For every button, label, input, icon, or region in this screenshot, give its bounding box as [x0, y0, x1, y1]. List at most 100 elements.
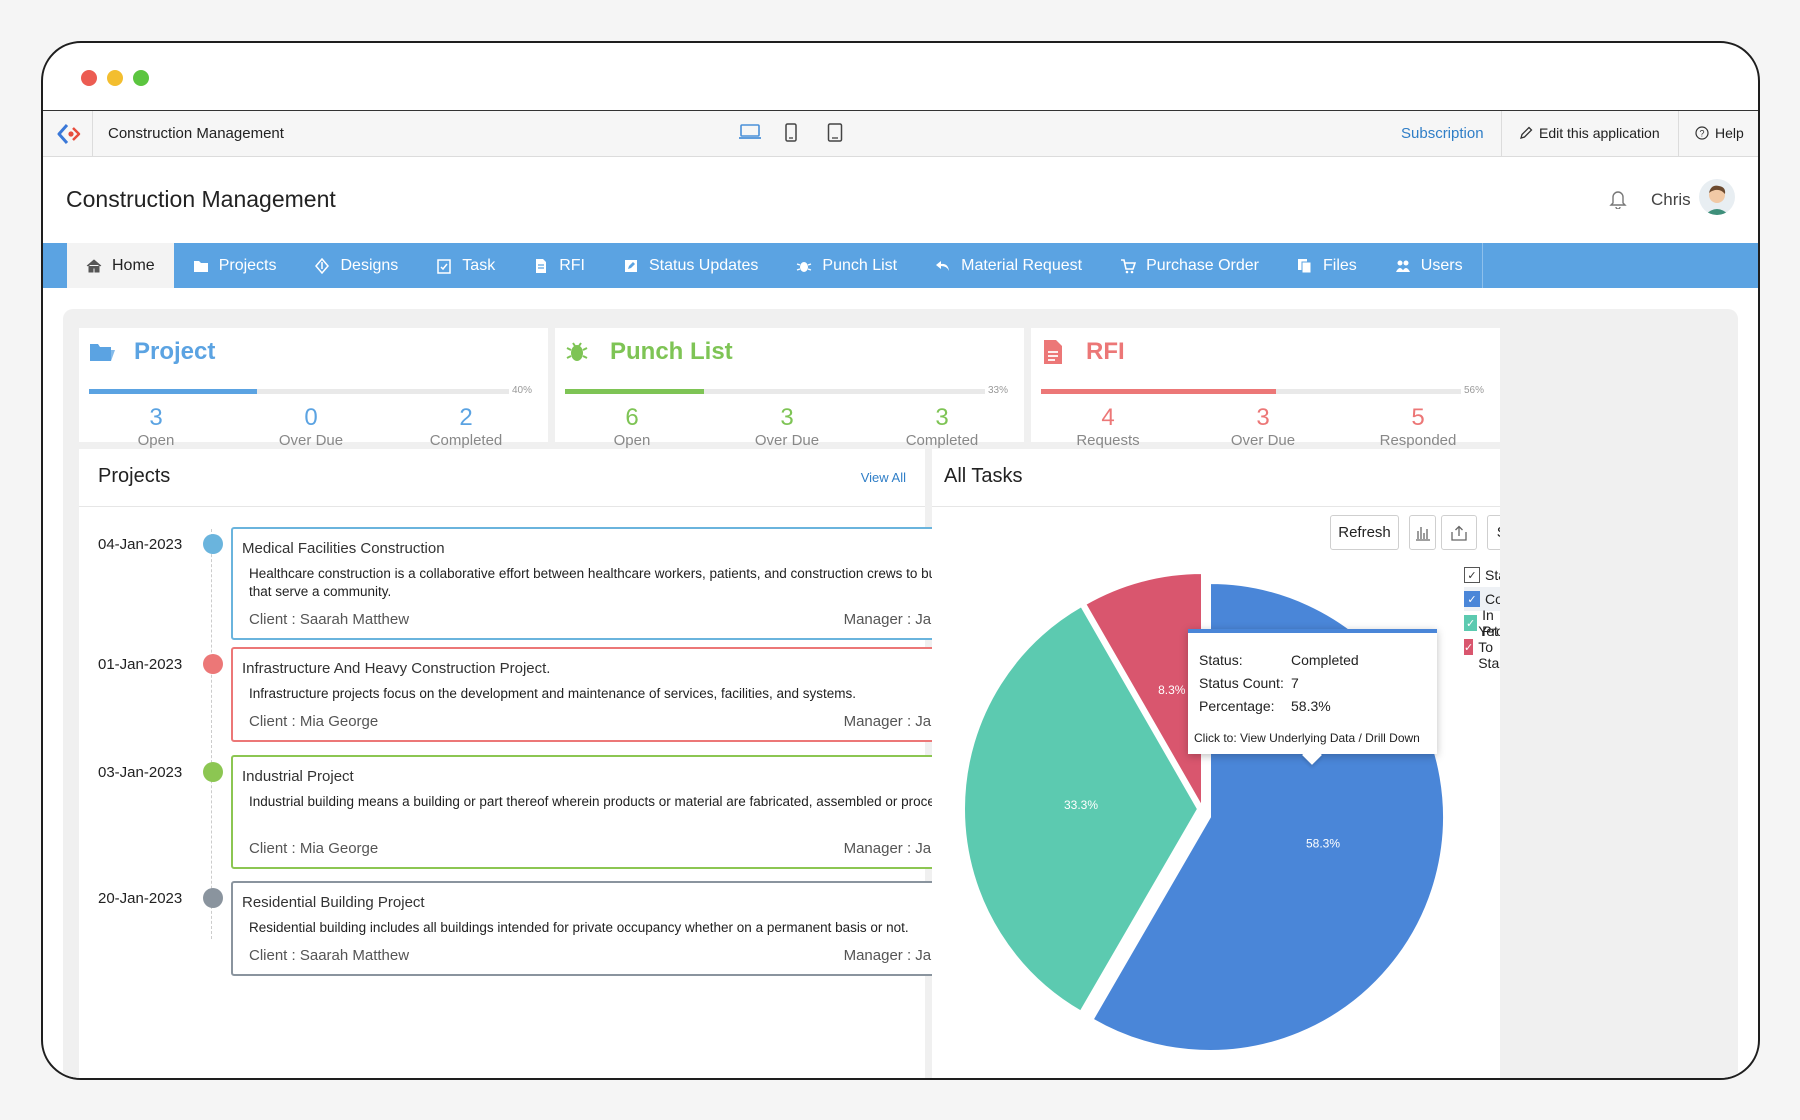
desktop-view-icon[interactable] — [738, 123, 762, 141]
project-title: Infrastructure And Heavy Construction Pr… — [242, 660, 551, 677]
nav-item-status-updates[interactable]: Status Updates — [604, 243, 777, 288]
stat-label: Open — [613, 432, 651, 449]
help-button[interactable]: ? Help — [1695, 125, 1744, 141]
stat-card-rfi[interactable]: RFI 56% 4 Requests 3 Over Due 5 Responded — [1031, 328, 1500, 449]
files-icon — [1298, 258, 1312, 273]
nav-item-home[interactable]: Home — [67, 243, 174, 288]
project-card[interactable]: Residential Building Project Residential … — [231, 881, 1019, 976]
tooltip-status-value: Completed — [1291, 652, 1359, 668]
progress-bar — [1041, 389, 1461, 394]
pie-slice-yet-to-start[interactable] — [1083, 571, 1203, 811]
nav-item-designs[interactable]: Designs — [295, 243, 417, 288]
stat-metric[interactable]: 4 Requests — [1033, 404, 1183, 450]
stat-title: Project — [134, 338, 216, 365]
projects-panel: Projects View All 04-Jan-2023 Medical Fac… — [79, 449, 1019, 1078]
legend-item-completed[interactable]: ✓ Completed — [1464, 587, 1500, 611]
nav-item-label: RFI — [559, 256, 585, 274]
chart-type-button[interactable] — [1409, 515, 1436, 550]
tooltip-percentage-label: Percentage: — [1199, 698, 1275, 714]
pie-slice-label: 8.3% — [1158, 683, 1186, 697]
nav-item-purchase-order[interactable]: Purchase Order — [1101, 243, 1278, 288]
legend-item-yet-to-start[interactable]: ✓Yet To Start — [1464, 623, 1500, 671]
stat-value: 3 — [780, 404, 794, 431]
edit-application-button[interactable]: Edit this application — [1519, 125, 1660, 141]
nav-item-label: Users — [1420, 256, 1463, 274]
nav-item-users[interactable]: Users — [1376, 243, 1482, 288]
stat-card-header: Project — [89, 338, 215, 366]
maximize-window-button[interactable] — [133, 70, 149, 86]
refresh-button[interactable]: Refresh — [1330, 515, 1399, 550]
stat-title: RFI — [1086, 338, 1125, 365]
projects-panel-title: Projects — [98, 465, 171, 487]
tooltip-hint: Click to: View Underlying Data / Drill D… — [1194, 731, 1420, 745]
subscription-link[interactable]: Subscription — [1401, 125, 1484, 142]
tooltip-count-label: Status Count: — [1199, 675, 1284, 691]
nav-item-label: Punch List — [822, 256, 898, 274]
nav-item-label: Status Updates — [648, 256, 759, 274]
sort-button[interactable]: Sort — [1487, 515, 1500, 550]
nav-item-rfi[interactable]: RFI — [514, 243, 604, 288]
progress-fill — [89, 389, 257, 394]
pie-slice-in-progress[interactable] — [963, 604, 1200, 1013]
project-date: 01-Jan-2023 — [98, 656, 183, 673]
tasks-panel-title: All Tasks — [944, 465, 1023, 487]
nav-item-task[interactable]: Task — [417, 243, 514, 288]
edit-application-label: Edit this application — [1539, 125, 1660, 141]
close-window-button[interactable] — [81, 70, 97, 86]
stat-label: Over Due — [1230, 432, 1296, 449]
stat-metric[interactable]: 2 Completed — [391, 406, 541, 450]
stat-metric[interactable]: 6 Open — [557, 406, 707, 450]
stat-card-project[interactable]: Project 40% 3 Open 0 Over Due 2 Completed — [79, 328, 548, 449]
export-button[interactable] — [1441, 515, 1477, 550]
page-title: Construction Management — [66, 186, 336, 212]
stat-metric[interactable]: 3 Over Due — [1188, 406, 1338, 450]
stat-metric[interactable]: 3 Open — [81, 406, 231, 450]
nav-item-material-request[interactable]: Material Request — [916, 243, 1101, 288]
bell-icon[interactable] — [1609, 189, 1627, 209]
progress-bar — [565, 389, 985, 394]
project-card[interactable]: Medical Facilities Construction Healthcar… — [231, 527, 1019, 640]
stat-metric[interactable]: 3 Over Due — [712, 404, 862, 450]
nav-item-label: Projects — [218, 256, 277, 274]
stat-metric[interactable]: 0 Over Due — [236, 406, 386, 450]
nav-item-projects[interactable]: Projects — [174, 243, 296, 288]
app-logo-icon[interactable] — [57, 122, 83, 146]
stat-value: 4 — [1101, 404, 1115, 431]
home-icon — [86, 258, 102, 272]
stat-metric[interactable]: 3 Completed — [867, 404, 1017, 450]
checkbox-icon: ✓ — [1464, 639, 1474, 655]
nav-item-punch-list[interactable]: Punch List — [777, 243, 916, 288]
user-name[interactable]: Chris — [1651, 190, 1691, 209]
folder-icon — [90, 344, 115, 361]
timeline-line — [211, 529, 212, 939]
nav-item-label: Files — [1323, 256, 1357, 274]
stat-metric[interactable]: 5 Responded — [1343, 406, 1493, 450]
mobile-view-icon[interactable] — [784, 123, 798, 142]
tooltip-status-label: Status: — [1199, 652, 1243, 668]
pie-chart[interactable]: 58.3% 33.3% 8.3% — [932, 449, 1500, 1080]
document-icon — [1044, 340, 1062, 364]
nav-item-files[interactable]: Files — [1278, 243, 1376, 288]
project-description: Residential building includes all buildi… — [249, 920, 909, 935]
project-title: Medical Facilities Construction — [242, 540, 445, 557]
bug-icon — [797, 261, 812, 272]
view-all-link[interactable]: View All — [860, 470, 906, 485]
bar-chart-icon — [1415, 526, 1430, 541]
legend-title[interactable]: ✓ Status — [1464, 563, 1500, 587]
stat-card-punch-list[interactable]: Punch List 33% 6 Open 3 Over Due 3 Completed — [555, 328, 1024, 449]
legend-label: Yet To Start — [1478, 623, 1500, 671]
stat-value: 3 — [935, 404, 949, 431]
project-date: 03-Jan-2023 — [98, 764, 183, 781]
pencil-icon — [1520, 126, 1533, 139]
minimize-window-button[interactable] — [107, 70, 123, 86]
legend-item-in-progress[interactable]: ✓In Progress — [1464, 607, 1500, 639]
timeline-dot — [203, 888, 223, 908]
avatar[interactable] — [1699, 179, 1735, 215]
help-icon: ? — [1695, 126, 1709, 140]
tablet-view-icon[interactable] — [827, 123, 843, 142]
clipboard-icon — [437, 258, 452, 274]
project-card[interactable]: Infrastructure And Heavy Construction Pr… — [231, 647, 1019, 742]
project-description: Healthcare construction is a collaborati… — [249, 566, 1006, 599]
nav-item-label: Purchase Order — [1146, 256, 1259, 274]
project-card[interactable]: Industrial Project Industrial building me… — [231, 755, 1019, 869]
